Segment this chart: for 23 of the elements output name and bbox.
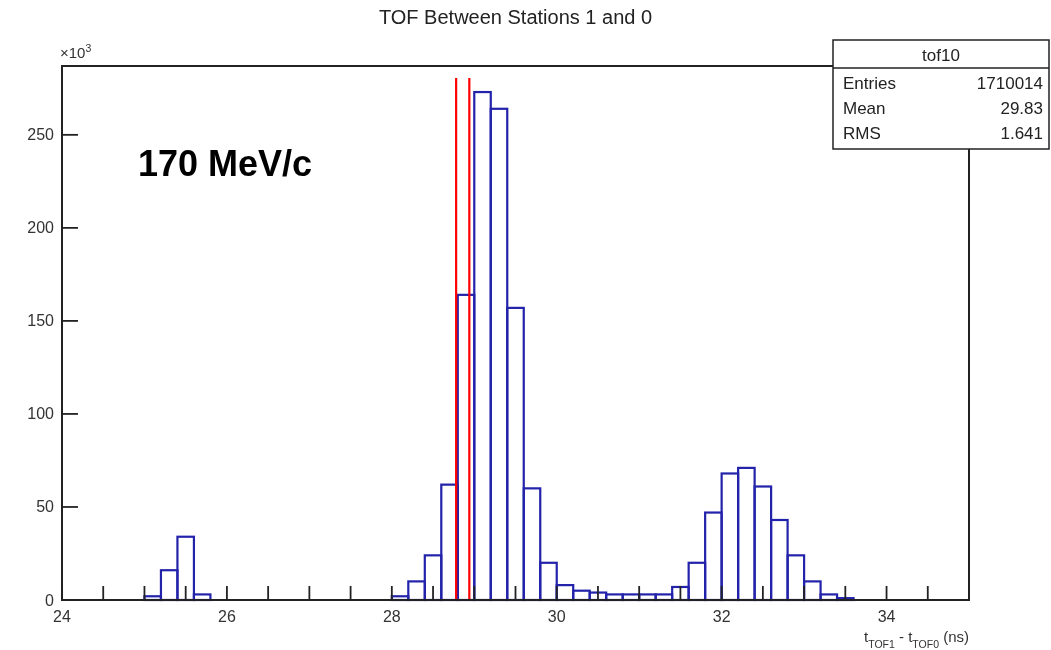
y-tick-label: 100 — [27, 405, 55, 423]
y-tick-label: 250 — [27, 126, 55, 144]
text: 29.83 — [1000, 99, 1043, 118]
y-tick-label: 150 — [27, 312, 55, 330]
annotation: 170 MeV/c — [138, 143, 313, 184]
y-tick-label: 50 — [36, 498, 55, 516]
text: tof10 — [922, 46, 960, 65]
text: 1710014 — [976, 74, 1043, 93]
x-axis-title: t$_{TOF1}$ - t$_{TOF0}$ (ns) — [864, 628, 969, 650]
y-tick-label: 0 — [45, 591, 55, 609]
x-tick-label: 24 — [53, 608, 71, 625]
annotation: Entries — [843, 74, 896, 93]
y-axis-title: ×10$^{3}$ — [60, 42, 92, 61]
x-tick-label: 28 — [382, 608, 401, 625]
x-tick-label: 30 — [547, 608, 566, 625]
chart-title: TOF Between Stations 1 and 0 — [378, 6, 653, 28]
annotation: RMS — [843, 124, 881, 143]
annotation: Mean — [843, 99, 886, 118]
text: 1.641 — [1000, 124, 1043, 143]
x-tick-label: 26 — [218, 608, 236, 625]
y-tick-label: 200 — [27, 219, 55, 237]
x-tick-label: 32 — [712, 608, 731, 625]
x-tick-label: 34 — [877, 608, 896, 625]
